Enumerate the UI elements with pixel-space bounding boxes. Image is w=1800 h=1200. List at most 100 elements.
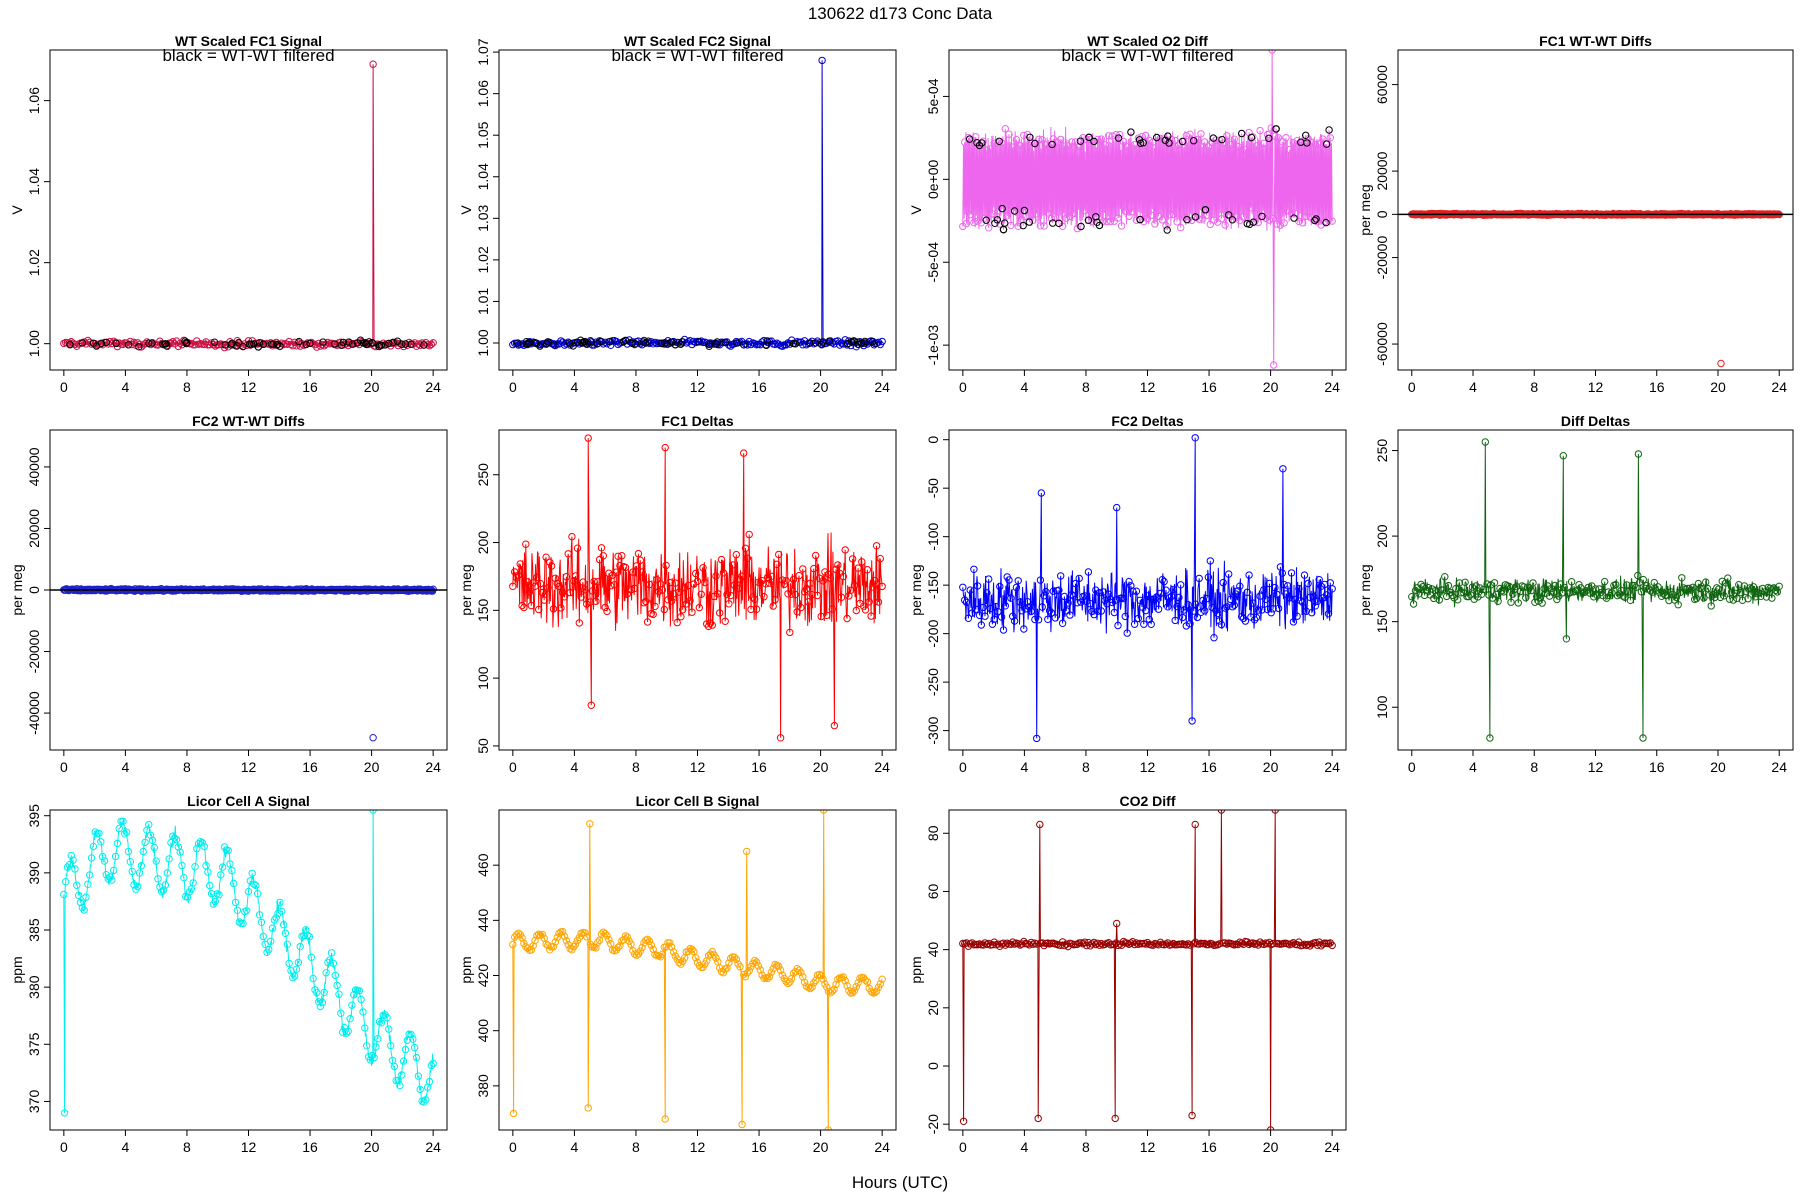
data-point: [1201, 138, 1209, 146]
data-point: [1304, 579, 1312, 588]
data-point: [172, 337, 181, 345]
data-point: [1221, 939, 1229, 947]
y-tick-label: -300: [925, 716, 941, 744]
data-point: [1262, 595, 1270, 603]
y-axis-label: per meg: [9, 564, 25, 615]
data-point: [848, 989, 857, 997]
filtered-point: [78, 339, 87, 347]
data-point: [793, 965, 801, 973]
data-point: [270, 916, 279, 924]
data-point: [1020, 937, 1028, 946]
filtered-point: [721, 338, 729, 347]
data-point: [1020, 625, 1028, 633]
data-point: [760, 593, 768, 601]
data-point: [97, 838, 105, 846]
data-point: [387, 1041, 395, 1050]
data-point: [861, 606, 870, 614]
data-point: [357, 995, 365, 1004]
filtered-point: [1325, 126, 1333, 134]
data-point: [597, 930, 606, 938]
data-point: [1527, 586, 1535, 595]
data-point: [154, 875, 162, 883]
data-point: [1311, 140, 1320, 149]
data-point: [1615, 590, 1624, 598]
filtered-point: [1048, 140, 1056, 149]
x-tick-label: 20: [364, 759, 380, 775]
data-point: [1498, 587, 1506, 595]
data-point: [1191, 434, 1199, 442]
data-point: [706, 619, 715, 627]
data-point: [346, 1015, 354, 1023]
filtered-point: [295, 337, 303, 346]
data-point: [287, 967, 295, 975]
data-point: [206, 881, 214, 890]
y-axis-label: per meg: [1357, 184, 1373, 235]
data-point: [1197, 608, 1205, 616]
data-point: [1184, 940, 1192, 948]
data-point: [843, 982, 851, 990]
data-point: [1113, 919, 1121, 928]
data-point: [775, 962, 783, 970]
filtered-point: [569, 342, 577, 350]
data-point: [738, 1120, 746, 1129]
filtered-point: [514, 339, 522, 347]
series-line: [962, 810, 1333, 1130]
data-point: [1260, 586, 1268, 594]
data-point: [1282, 590, 1290, 598]
data-point: [708, 621, 716, 629]
data-point: [272, 914, 280, 922]
data-point: [1234, 940, 1242, 949]
data-point: [765, 972, 774, 981]
data-point: [333, 981, 341, 990]
data-point: [566, 588, 574, 597]
data-point: [1125, 212, 1133, 220]
data-point: [1313, 597, 1322, 606]
data-point: [752, 958, 761, 966]
data-point: [1580, 588, 1589, 597]
filtered-point: [1322, 218, 1330, 227]
filtered-point: [550, 341, 558, 349]
x-tick-label: 8: [1082, 759, 1090, 775]
data-point: [559, 588, 567, 597]
data-point: [1018, 607, 1026, 615]
x-tick-label: 20: [364, 1139, 380, 1155]
data-point: [1678, 574, 1686, 582]
data-point: [1298, 598, 1307, 606]
x-tick-label: 12: [690, 379, 706, 395]
filtered-point: [671, 341, 679, 349]
data-point: [721, 617, 729, 625]
data-point: [1295, 217, 1303, 226]
data-point: [968, 609, 976, 617]
data-point: [841, 977, 849, 985]
data-point: [279, 921, 288, 929]
data-point: [743, 847, 751, 856]
data-point: [717, 555, 726, 564]
data-point: [839, 572, 848, 581]
data-point: [817, 612, 825, 621]
data-point: [87, 854, 96, 862]
data-point: [837, 593, 846, 601]
data-point: [409, 1035, 417, 1043]
panel-title: FC2 Deltas: [1111, 413, 1184, 429]
data-point: [1225, 570, 1233, 578]
data-point: [719, 569, 728, 577]
data-point: [73, 881, 81, 889]
data-point: [324, 958, 332, 967]
data-point: [1103, 600, 1111, 608]
data-point: [1514, 599, 1523, 607]
x-tick-label: 24: [874, 759, 890, 775]
filtered-point: [385, 339, 393, 348]
data-point: [1280, 580, 1288, 589]
data-point: [1612, 580, 1620, 589]
data-point: [1206, 220, 1215, 229]
data-point: [283, 940, 291, 948]
data-point: [540, 596, 548, 604]
data-point: [76, 898, 85, 907]
panel-p8: 0 4 8 12 16 20 24 100 150 200 250 Diff Deltas per me…: [1357, 413, 1794, 775]
data-point: [1190, 607, 1198, 615]
x-tick-label: 0: [1408, 759, 1416, 775]
data-point: [1507, 598, 1515, 606]
data-point: [699, 564, 707, 572]
data-point: [148, 836, 157, 844]
x-tick-label: 20: [813, 379, 829, 395]
